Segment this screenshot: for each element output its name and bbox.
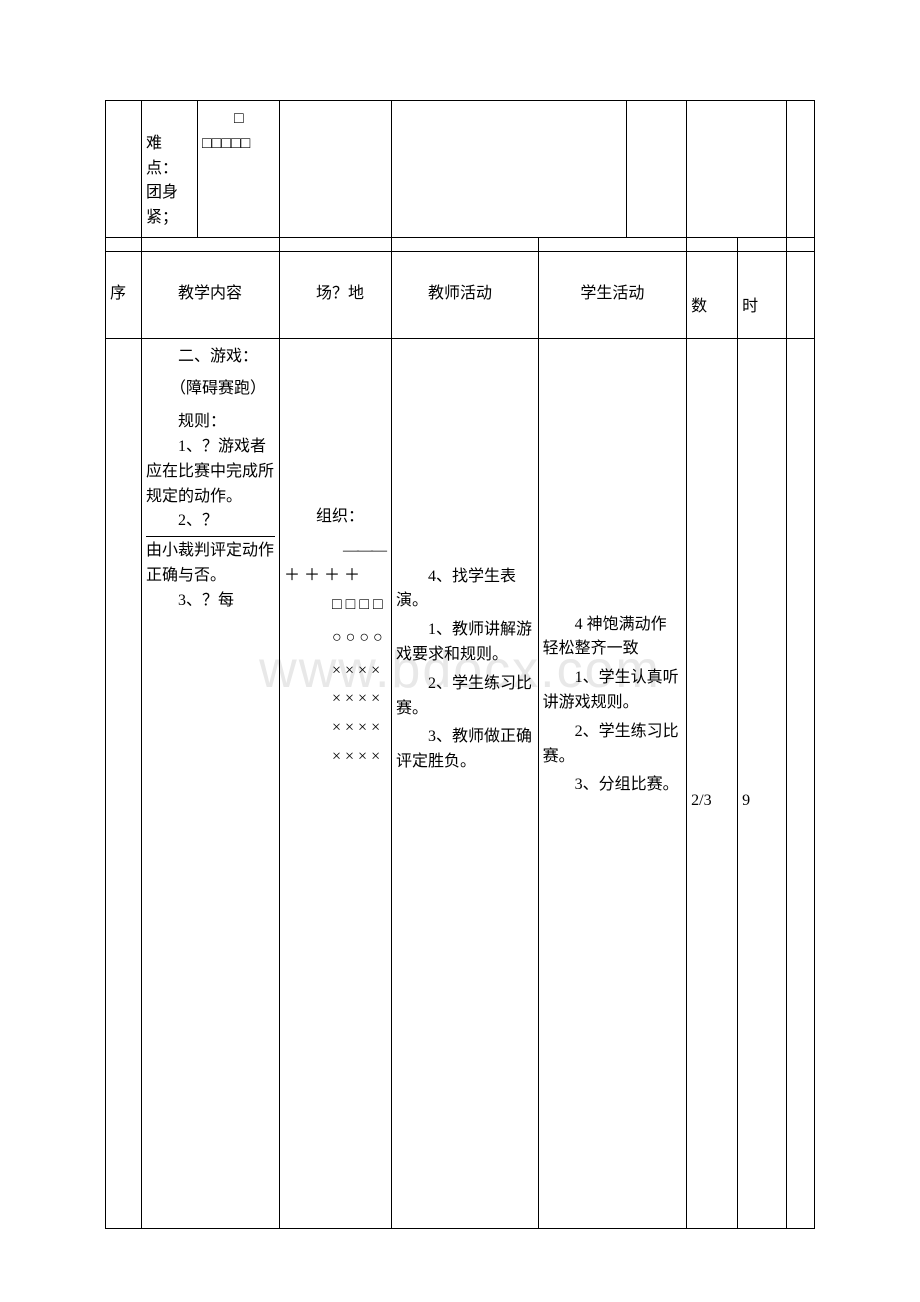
content-p2: （障碍赛跑） [146,377,275,402]
content-p3: 规则： [146,410,275,435]
spacer-c6 [687,237,738,251]
field-p4: □ □ □ □ [284,593,387,618]
cell-r1-c5 [392,101,627,238]
main-field: 组织： ——— ＋ ＋ ＋ ＋ □ □ □ □ ○ ○ ○ ○ × × × × … [280,338,392,1228]
spacer-c1 [106,237,142,251]
cell-r1-c2: 难点：团身紧； [142,101,198,238]
main-content: 二、游戏： （障碍赛跑） 规则： 1、？游戏者应在比赛中完成所规定的动作。 2、… [142,338,280,1228]
content-p5: 2、？ [146,509,275,534]
table-row-difficulty: 难点：团身紧； □ □□□□□ [106,101,815,238]
spacer-c3 [280,237,392,251]
difficulty-text: 难点：团身紧； [146,110,178,226]
main-seq [106,338,142,1228]
cell-r1-c4 [280,101,392,238]
header-content-text: 教学内容 [146,285,242,302]
header-teacher: 教师活动 [392,251,539,338]
cell-r1-c7 [687,101,787,238]
content-p1: 二、游戏： [146,345,275,370]
field-p8: × × × × [284,716,387,741]
header-last [787,251,815,338]
formation-symbols-1: □ □□□□□ [202,110,250,152]
teacher-p1: 4、找学生表演。 [396,565,534,615]
lesson-plan-table: 难点：团身紧； □ □□□□□ 序 教学内容 场？地 教师活动 学生活动 数 时… [105,100,815,1229]
header-student: 学生活动 [538,251,687,338]
field-p7: × × × × [284,687,387,712]
header-num-text: 数 [691,273,723,315]
header-seq-text: 序 [110,285,126,302]
spacer-c4 [392,237,539,251]
student-p3: 2、学生练习比赛。 [543,720,683,770]
field-p5: ○ ○ ○ ○ [284,626,387,651]
student-p1: 4 神饱满动作轻松整齐一致 [543,613,683,663]
cell-r1-c1 [106,101,142,238]
cell-r1-c8 [787,101,815,238]
teacher-p3: 2、学生练习比赛。 [396,672,534,722]
teacher-p4: 3、教师做正确评定胜负。 [396,725,534,775]
spacer-c7 [738,237,787,251]
main-teacher: 4、找学生表演。 1、教师讲解游戏要求和规则。 2、学生练习比赛。 3、教师做正… [392,338,539,1228]
student-p2: 1、学生认真听讲游戏规则。 [543,666,683,716]
main-time: 9 [738,338,787,1228]
header-seq: 序 [106,251,142,338]
cell-r1-c3: □ □□□□□ [198,101,280,238]
header-time: 时 [738,251,787,338]
main-num: 2/3 [687,338,738,1228]
table-row-main: 二、游戏： （障碍赛跑） 规则： 1、？游戏者应在比赛中完成所规定的动作。 2、… [106,338,815,1228]
main-last [787,338,815,1228]
teacher-p2: 1、教师讲解游戏要求和规则。 [396,618,534,668]
field-p1: 组织： [284,505,387,530]
spacer-c2 [142,237,280,251]
num-text: 2/3 [691,765,733,815]
header-time-text: 时 [742,273,774,315]
header-student-text: 学生活动 [580,285,644,302]
header-teacher-text: 教师活动 [396,285,492,302]
table-row-header: 序 教学内容 场？地 教师活动 学生活动 数 时 [106,251,815,338]
content-p4: 1、？游戏者应在比赛中完成所规定的动作。 [146,435,275,509]
table-row-spacer [106,237,815,251]
header-field-text: 场？地 [284,285,364,302]
field-p9: × × × × [284,745,387,770]
content-p7: 3、？每 [146,589,275,614]
header-content: 教学内容 [142,251,280,338]
student-p4: 3、分组比赛。 [543,773,683,798]
header-field: 场？地 [280,251,392,338]
content-p6: 由小裁判评定动作正确与否。 [146,539,275,589]
time-text: 9 [742,765,782,815]
spacer-c5 [538,237,687,251]
header-num: 数 [687,251,738,338]
field-p3: ＋ ＋ ＋ ＋ [284,564,387,589]
cell-r1-c6 [627,101,687,238]
spacer-c8 [787,237,815,251]
field-p6: × × × × [284,659,387,684]
main-student: 4 神饱满动作轻松整齐一致 1、学生认真听讲游戏规则。 2、学生练习比赛。 3、… [538,338,687,1228]
field-p2: ——— [284,539,387,564]
